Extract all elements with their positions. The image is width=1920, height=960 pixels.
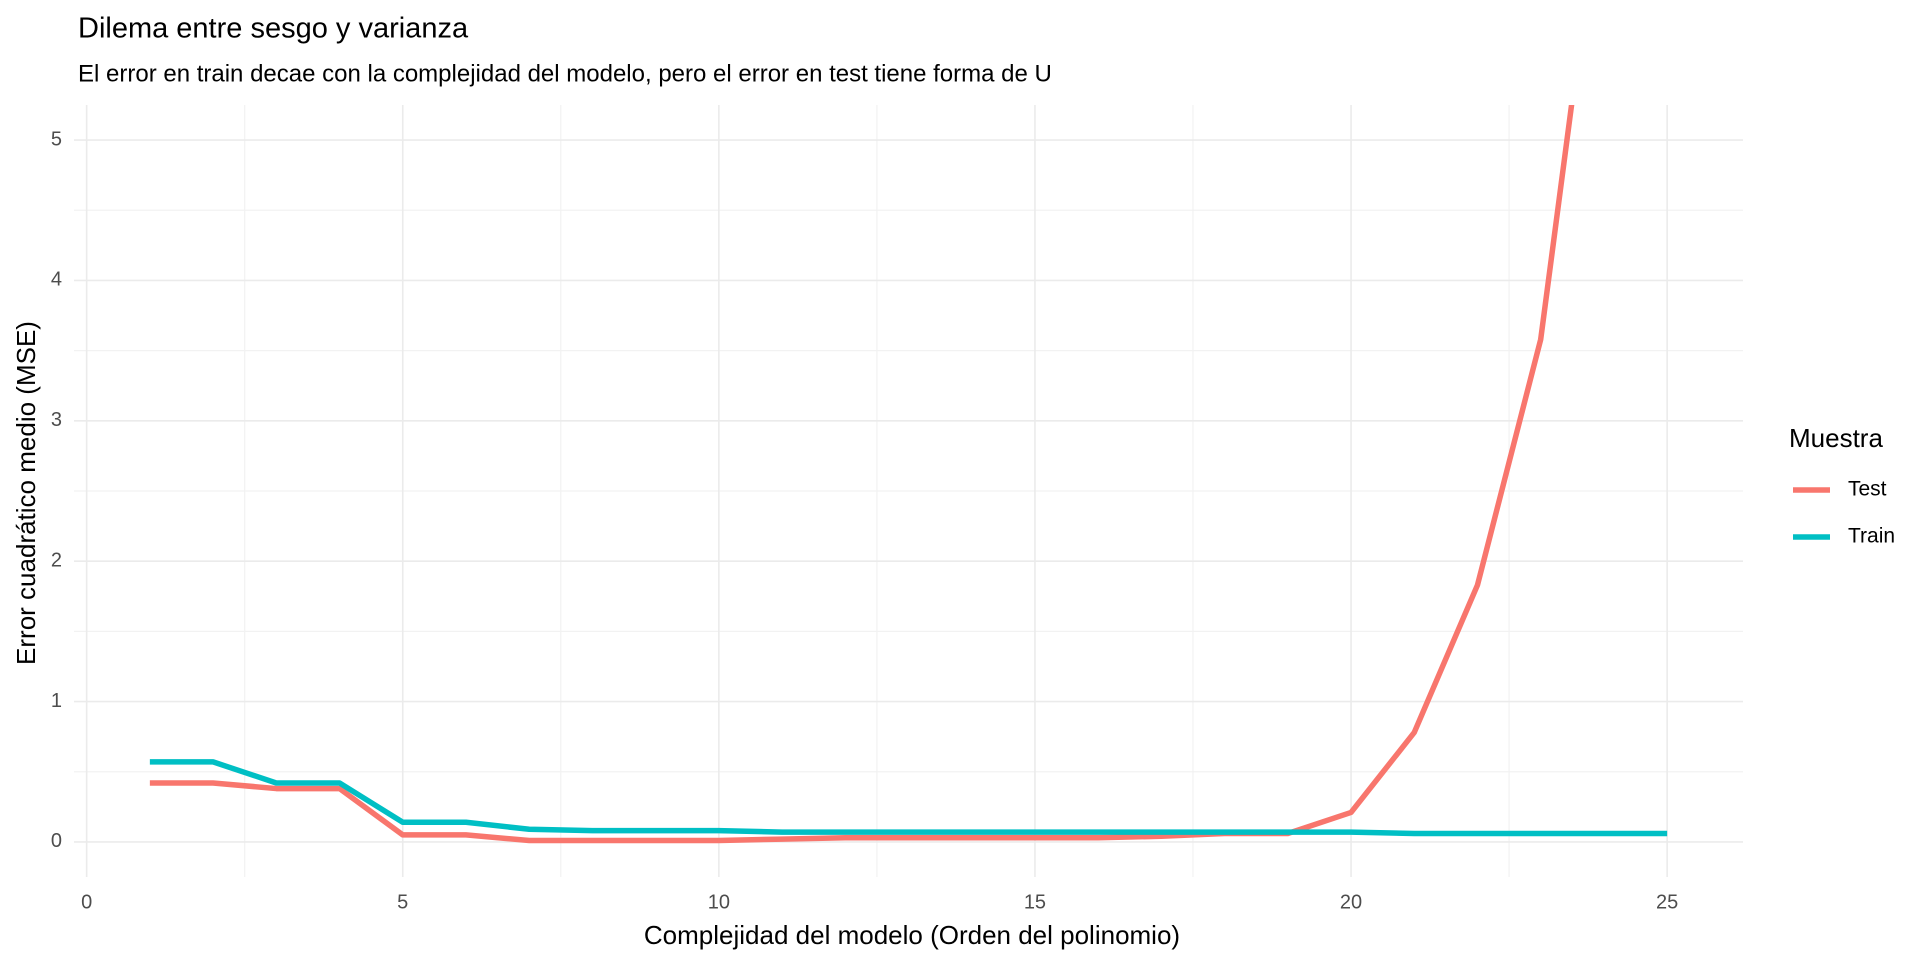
grid: [74, 105, 1743, 877]
x-tick-label: 20: [1340, 891, 1362, 913]
x-tick-label: 10: [708, 891, 730, 913]
plot-lines: [149, 105, 1668, 844]
y-tick-label: 2: [51, 549, 62, 571]
y-axis-title: Error cuadrático medio (MSE): [11, 321, 41, 665]
series-line: [149, 105, 1575, 844]
y-tick-label: 5: [51, 128, 62, 150]
y-tick-label: 1: [51, 690, 62, 712]
legend-title: Muestra: [1789, 423, 1883, 453]
x-tick-label: 5: [397, 891, 408, 913]
y-tick-label: 4: [51, 269, 62, 291]
x-tick-label: 0: [81, 891, 92, 913]
legend-label: Test: [1848, 478, 1887, 501]
x-axis-title: Complejidad del modelo (Orden del polino…: [644, 920, 1180, 950]
chart-subtitle: El error en train decae con la complejid…: [78, 60, 1052, 87]
y-tick-label: 0: [51, 830, 62, 852]
series-line: [149, 759, 1668, 837]
x-tick-label: 15: [1024, 891, 1046, 913]
x-tick-label: 25: [1656, 891, 1678, 913]
chart-title: Dilema entre sesgo y varianza: [78, 13, 469, 45]
legend-label: Train: [1848, 525, 1895, 548]
y-tick-label: 3: [51, 409, 62, 431]
